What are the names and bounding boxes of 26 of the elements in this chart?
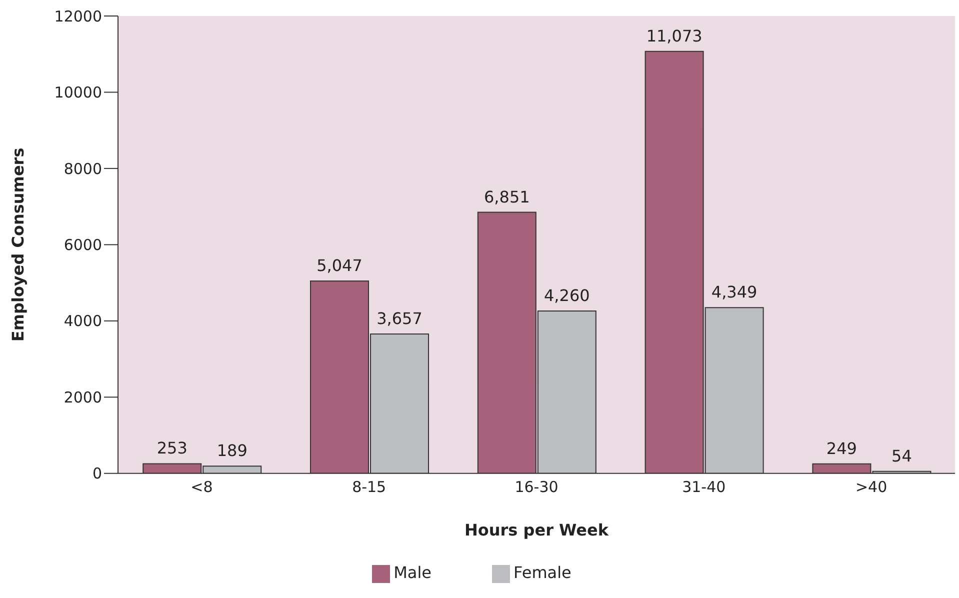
y-tick-label: 4000: [64, 312, 102, 330]
y-tick-label: 0: [92, 464, 102, 483]
y-tick-label: 12000: [54, 7, 102, 26]
legend-label: Female: [514, 563, 572, 582]
data-label: 11,073: [646, 26, 702, 46]
y-tick-label: 10000: [54, 84, 102, 102]
x-tick-label: 16-30: [514, 478, 558, 496]
y-tick-label: 2000: [64, 388, 102, 406]
x-tick-label: 31-40: [682, 478, 726, 496]
data-label: 54: [892, 446, 912, 466]
y-tick-label: 8000: [64, 160, 102, 178]
y-axis-title: Employed Consumers: [8, 148, 28, 342]
x-tick-label: >40: [855, 478, 888, 496]
x-axis-title: Hours per Week: [464, 520, 609, 540]
data-label: 3,657: [376, 308, 422, 328]
x-tick-label: <8: [190, 478, 213, 496]
data-label: 4,349: [711, 282, 758, 302]
y-tick-label: 6000: [64, 236, 102, 254]
data-label: 249: [826, 438, 857, 458]
data-label: 189: [216, 441, 248, 460]
data-label: 4,260: [544, 286, 590, 306]
data-label: 5,047: [316, 256, 362, 276]
x-tick-label: 8-15: [352, 478, 386, 496]
data-label: 6,851: [484, 187, 530, 206]
legend-label: Male: [394, 563, 432, 582]
data-label: 253: [156, 438, 188, 458]
